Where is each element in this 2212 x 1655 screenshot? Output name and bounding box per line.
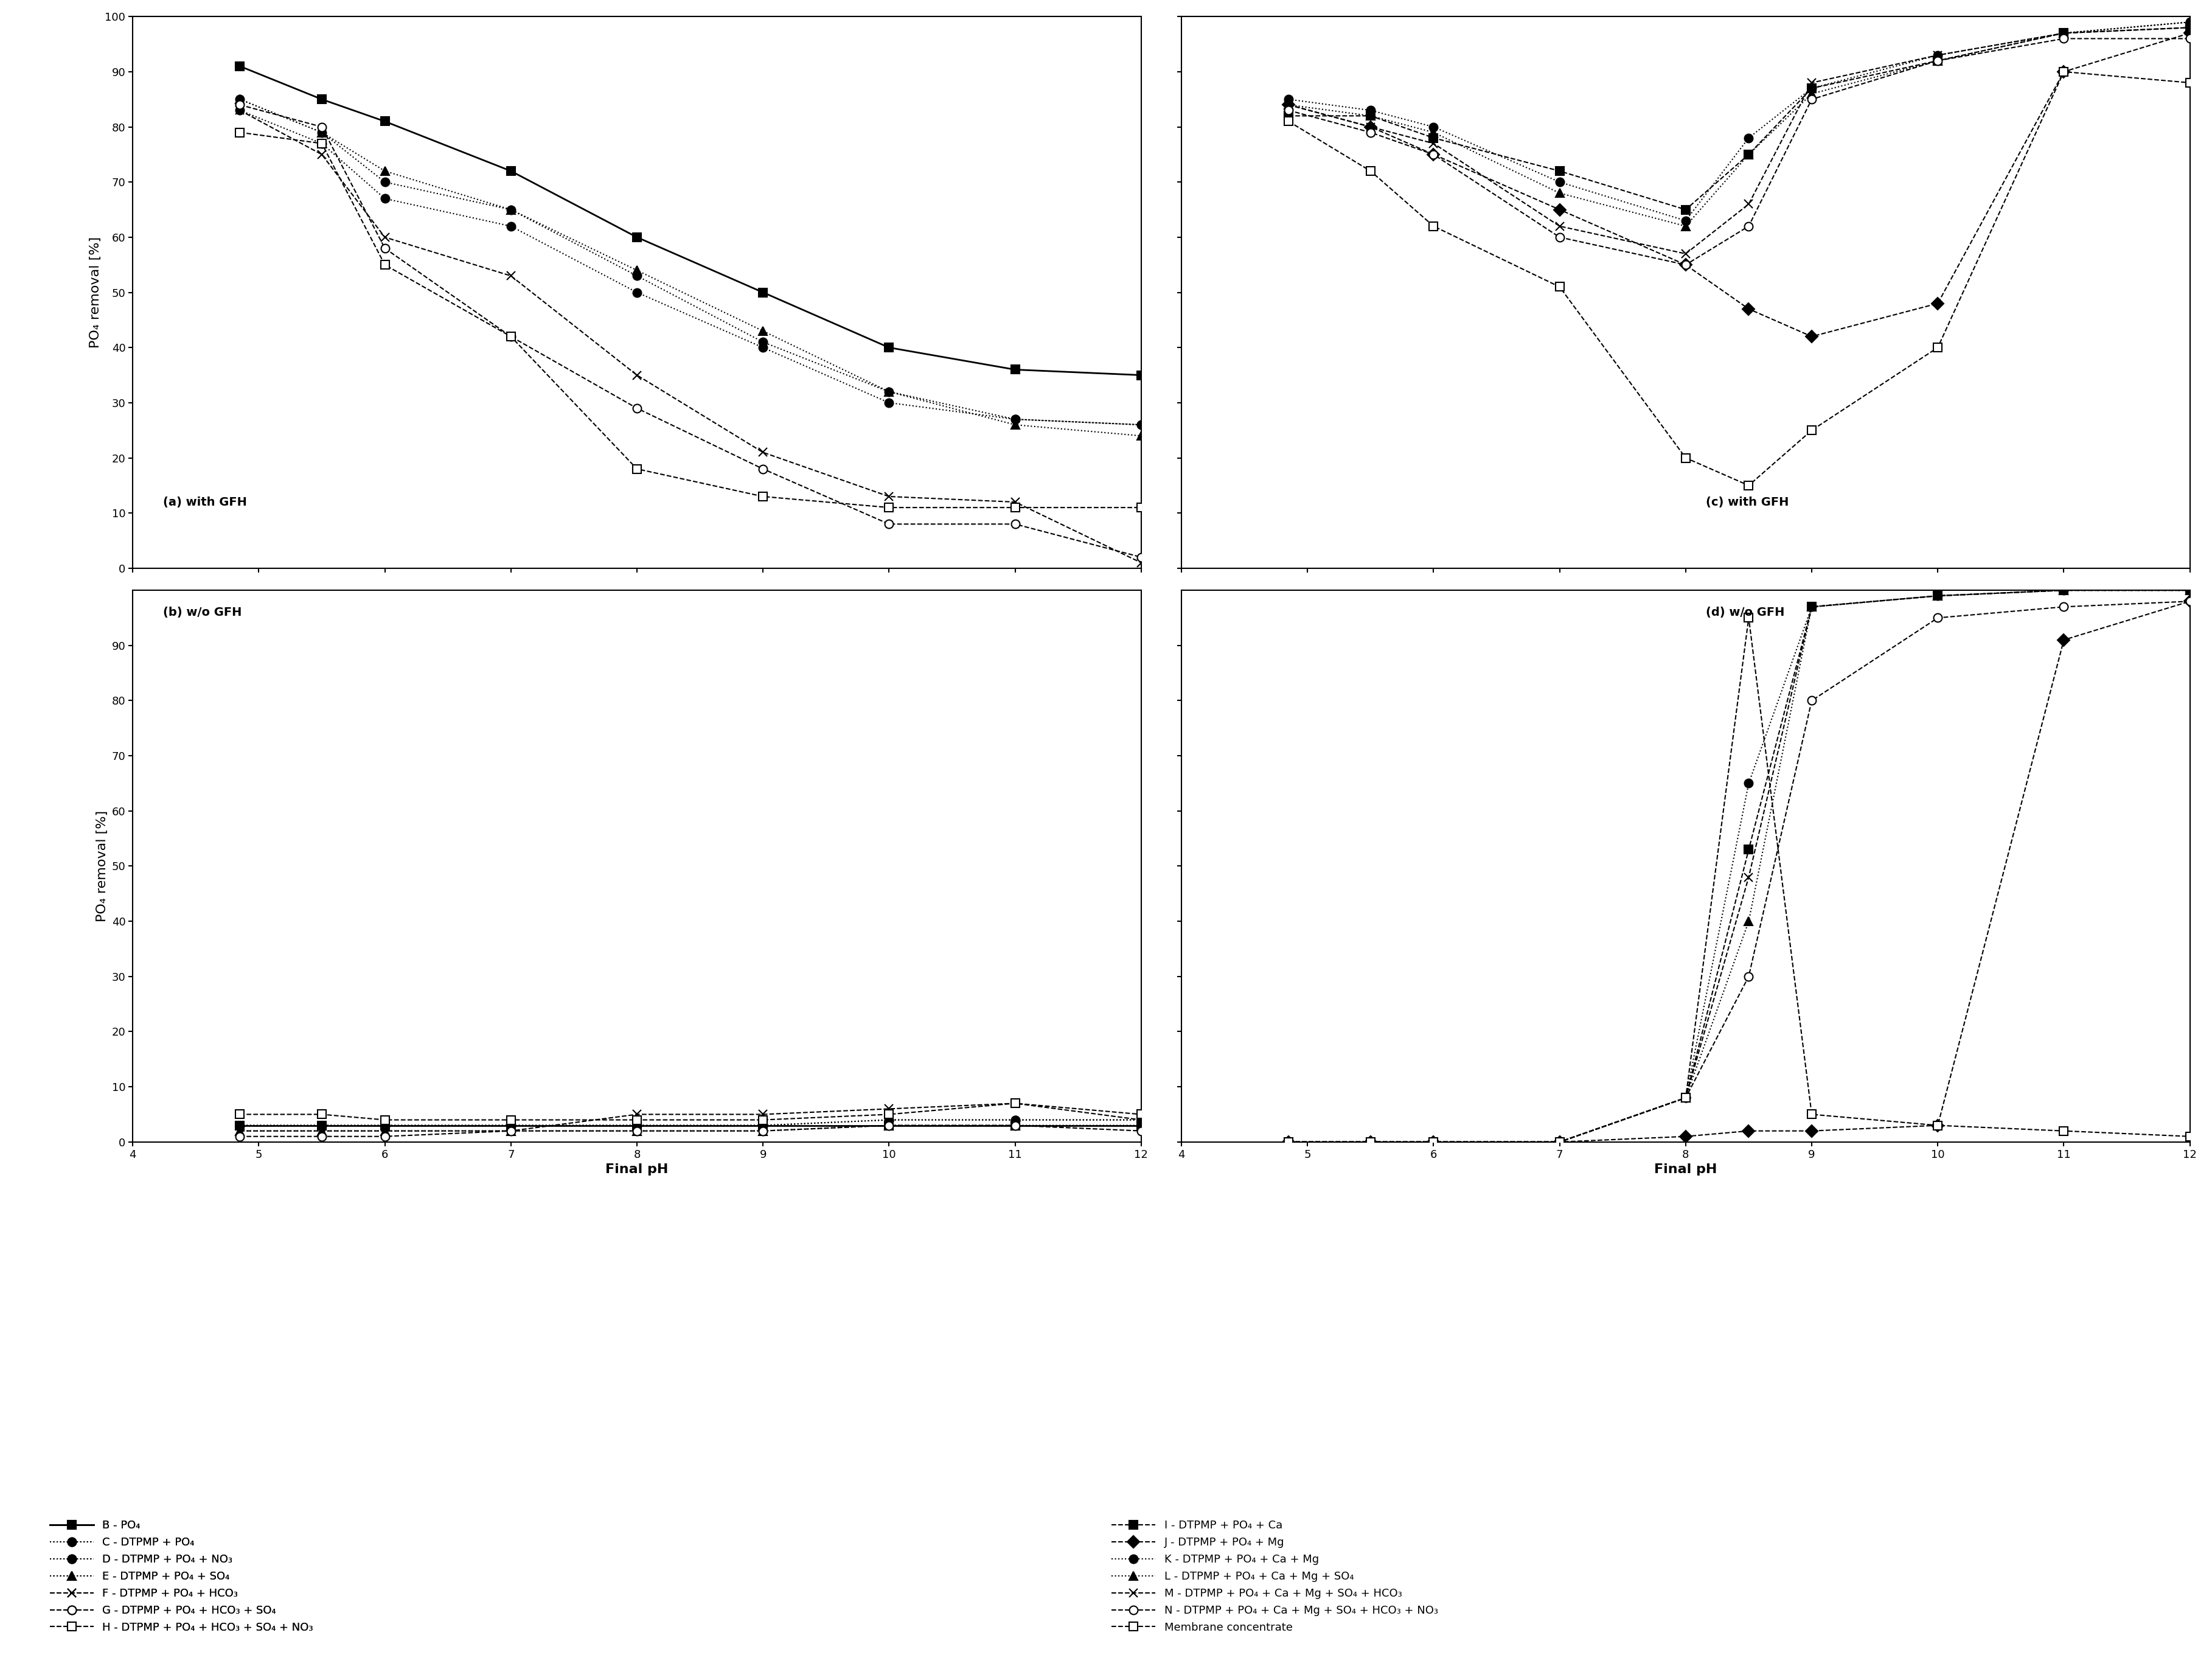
Y-axis label: PO₄ removal [%]: PO₄ removal [%]: [95, 811, 108, 922]
Legend: B - PO₄, C - DTPMP + PO₄, D - DTPMP + PO₄ + NO₃, E - DTPMP + PO₄ + SO₄, F - DTPM: B - PO₄, C - DTPMP + PO₄, D - DTPMP + PO…: [49, 1519, 314, 1633]
Text: (d) w/o GFH: (d) w/o GFH: [1705, 607, 1785, 619]
Text: (c) with GFH: (c) with GFH: [1705, 496, 1790, 508]
Text: (b) w/o GFH: (b) w/o GFH: [164, 607, 241, 619]
Text: (a) with GFH: (a) with GFH: [164, 496, 248, 508]
Legend: I - DTPMP + PO₄ + Ca, J - DTPMP + PO₄ + Mg, K - DTPMP + PO₄ + Ca + Mg, L - DTPMP: I - DTPMP + PO₄ + Ca, J - DTPMP + PO₄ + …: [1110, 1519, 1438, 1633]
X-axis label: Final pH: Final pH: [606, 1163, 668, 1175]
X-axis label: Final pH: Final pH: [1655, 1163, 1717, 1175]
Y-axis label: PO₄ removal [%]: PO₄ removal [%]: [88, 237, 102, 348]
